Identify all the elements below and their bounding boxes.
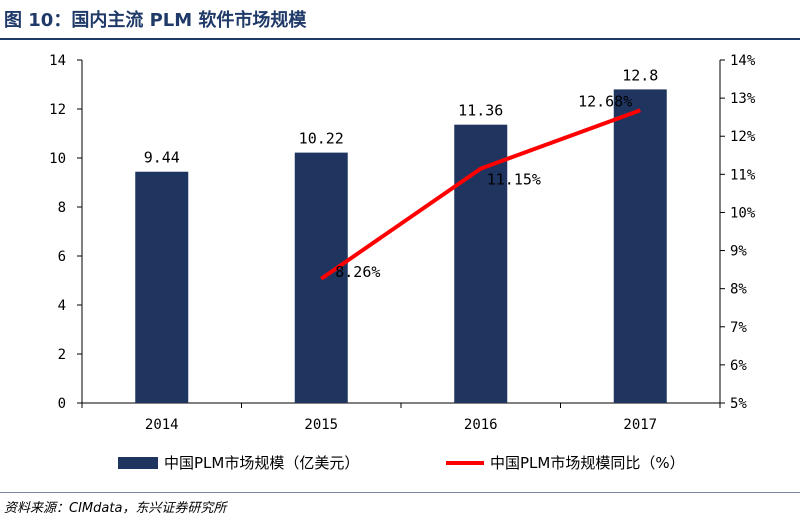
right-tick-label: 10%: [730, 205, 756, 221]
line-value-label: 12.68%: [578, 92, 632, 110]
left-tick-label: 12: [49, 102, 66, 118]
left-tick-label: 10: [49, 151, 66, 167]
legend-label-bar: 中国PLM市场规模（亿美元）: [164, 454, 359, 472]
axes: 0 2 4 6 8 10 12 14 5% 6% 7% 8% 9% 10% 11% 12% 13% 14% 2014…: [49, 53, 756, 433]
x-tick-label: 2017: [623, 417, 657, 433]
legend-swatch-bar: [118, 457, 158, 469]
source-note: 资料来源：CIMdata，东兴证券研究所: [4, 501, 227, 516]
x-tick-label: 2015: [304, 417, 338, 433]
bar-value-label: 9.44: [144, 149, 180, 167]
left-tick-label: 4: [58, 298, 66, 314]
bar-value-label: 10.22: [299, 130, 344, 148]
line-value-label: 8.26%: [335, 263, 380, 281]
left-tick-label: 0: [58, 396, 66, 412]
line-series: [320, 108, 641, 281]
right-tick-label: 6%: [730, 358, 747, 374]
left-tick-label: 8: [58, 200, 66, 216]
bar-value-label: 12.8: [622, 66, 658, 84]
bar: [613, 89, 667, 404]
growth-line: [320, 108, 641, 281]
right-tick-label: 12%: [730, 129, 756, 145]
bar: [454, 124, 508, 404]
legend: 中国PLM市场规模（亿美元） 中国PLM市场规模同比（%）: [118, 454, 685, 472]
data-labels: 9.44 10.22 11.36 12.8 8.26% 11.15% 12.68%: [144, 66, 659, 280]
legend-label-line: 中国PLM市场规模同比（%）: [490, 454, 685, 472]
left-tick-label: 14: [49, 53, 66, 69]
right-tick-label: 11%: [730, 167, 756, 183]
bar-series: [135, 89, 667, 404]
right-tick-label: 8%: [730, 282, 747, 298]
right-tick-label: 7%: [730, 320, 747, 336]
line-value-label: 11.15%: [487, 171, 541, 189]
right-tick-label: 9%: [730, 244, 747, 260]
x-tick-label: 2014: [145, 417, 179, 433]
chart-title: 图 10：国内主流 PLM 软件市场规模: [4, 10, 307, 31]
left-tick-label: 2: [58, 347, 66, 363]
bar-value-label: 11.36: [458, 102, 503, 120]
right-tick-label: 13%: [730, 91, 756, 107]
footer-divider: [0, 492, 800, 493]
x-tick-label: 2016: [464, 417, 498, 433]
right-tick-label: 5%: [730, 396, 747, 412]
title-divider: [0, 38, 800, 40]
left-tick-label: 6: [58, 249, 66, 265]
bar: [135, 171, 189, 403]
right-tick-label: 14%: [730, 53, 756, 69]
